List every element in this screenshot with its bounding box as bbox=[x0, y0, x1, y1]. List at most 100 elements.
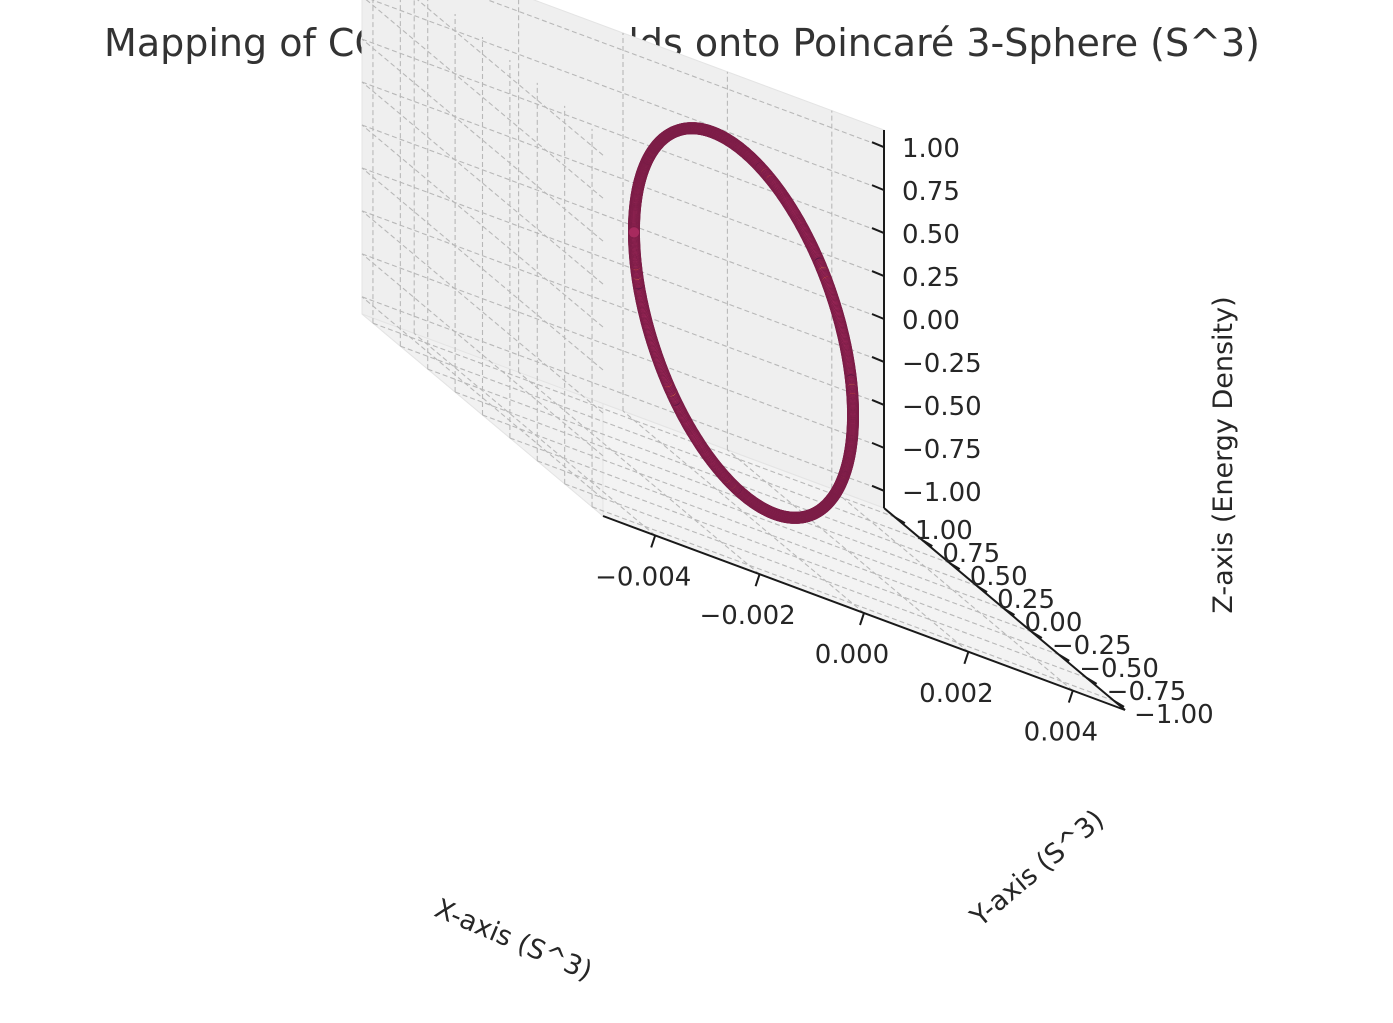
x-tick-mark bbox=[754, 573, 761, 587]
x-tick-mark bbox=[963, 651, 970, 665]
y-tick-label: 0.75 bbox=[942, 539, 1000, 569]
z-tick-label: −0.75 bbox=[902, 435, 982, 465]
z-grid-left bbox=[361, 253, 604, 457]
y-grid-floor bbox=[372, 322, 896, 518]
y-grid-floor bbox=[509, 437, 1033, 633]
z-tick: 0.00 bbox=[871, 306, 960, 336]
y-tick: −1.00 bbox=[1113, 699, 1214, 730]
z-tick-label: −1.00 bbox=[902, 478, 982, 508]
z-tick-label: 0.75 bbox=[902, 177, 960, 207]
x-tick-label: 0.000 bbox=[815, 640, 889, 670]
x-ticks: −0.004 −0.002 0.000 0.002 0.004 bbox=[595, 535, 1098, 748]
z-tick-mark bbox=[871, 356, 885, 363]
y-tick-mark bbox=[1113, 699, 1125, 708]
z-axis-label: Z-axis (Energy Density) bbox=[1208, 296, 1239, 613]
y-tick: 1.00 bbox=[894, 516, 973, 546]
x-axis-label: X-axis (S^3) bbox=[430, 893, 596, 987]
z-grid-left bbox=[417, 0, 604, 156]
x-tick-label: −0.004 bbox=[595, 562, 691, 592]
x-tick: 0.002 bbox=[919, 651, 994, 709]
z-grid-left bbox=[361, 210, 604, 414]
y-tick-mark bbox=[894, 516, 906, 525]
y-tick-mark bbox=[976, 585, 988, 593]
x-tick: 0.004 bbox=[1024, 690, 1098, 748]
y-tick: −0.75 bbox=[1086, 677, 1187, 707]
z-tick-mark bbox=[871, 141, 885, 149]
x-tick: −0.004 bbox=[595, 535, 691, 592]
z-grid-left bbox=[365, 0, 604, 199]
z-tick-mark bbox=[871, 441, 885, 449]
y-grid-floor bbox=[427, 368, 950, 564]
z-grid-back bbox=[370, 0, 885, 191]
z-tick-mark bbox=[871, 484, 885, 492]
grid-lines bbox=[361, 0, 1115, 702]
y-tick-label: 1.00 bbox=[915, 516, 973, 546]
z-grid-left bbox=[361, 167, 604, 371]
z-grid-back bbox=[361, 253, 885, 449]
x-tick-mark bbox=[1067, 690, 1074, 703]
y-grid-floor bbox=[482, 414, 1005, 610]
x-tick-label: −0.002 bbox=[699, 601, 795, 631]
y-tick: 0.25 bbox=[976, 585, 1055, 615]
z-tick-label: 0.50 bbox=[902, 220, 960, 250]
z-tick: −1.00 bbox=[871, 478, 982, 508]
z-tick: −0.50 bbox=[871, 392, 982, 422]
y-tick: 0.75 bbox=[921, 539, 1000, 569]
y-tick-label: 0.50 bbox=[970, 562, 1028, 592]
z-tick: 1.00 bbox=[871, 134, 960, 164]
y-grid-floor bbox=[564, 483, 1087, 679]
z-ticks: −1.00 −0.75 −0.50 −0.25 0.00 0.25 0.50 0.75 1.00 bbox=[871, 134, 982, 508]
x-grid-floor bbox=[622, 410, 865, 614]
z-tick-label: 0.25 bbox=[902, 263, 960, 293]
x-grid-floor bbox=[518, 371, 760, 575]
x-tick-label: 0.002 bbox=[919, 679, 993, 709]
y-ticks: −1.00−0.75−0.50−0.250.000.250.500.751.00 bbox=[894, 516, 1214, 730]
x-grid-floor bbox=[413, 332, 656, 536]
y-tick-mark bbox=[949, 562, 961, 570]
y-tick-mark bbox=[1031, 631, 1043, 639]
data-point bbox=[628, 226, 641, 239]
x-tick-mark bbox=[859, 612, 865, 626]
z-tick-label: 0.00 bbox=[902, 306, 960, 336]
y-tick-label: −1.00 bbox=[1134, 700, 1214, 730]
y-grid-floor bbox=[537, 460, 1060, 656]
z-tick-mark bbox=[871, 398, 885, 406]
x-grid-floor bbox=[831, 488, 1074, 692]
x-grid-floor bbox=[727, 449, 969, 653]
z-tick-label: 1.00 bbox=[902, 134, 960, 164]
z-tick: 0.75 bbox=[871, 177, 960, 207]
z-tick: −0.75 bbox=[871, 435, 982, 465]
z-grid-left bbox=[361, 296, 604, 500]
y-tick-label: −0.50 bbox=[1079, 654, 1159, 684]
y-tick-mark bbox=[1058, 654, 1070, 662]
y-tick-mark bbox=[1003, 608, 1016, 616]
z-tick: 0.25 bbox=[871, 263, 960, 293]
x-tick-label: 0.004 bbox=[1024, 718, 1098, 748]
y-tick: 0.50 bbox=[949, 562, 1028, 592]
z-grid-back bbox=[361, 38, 885, 234]
y-tick-label: −0.75 bbox=[1107, 677, 1187, 707]
z-tick-mark bbox=[871, 227, 885, 235]
z-grid-back bbox=[486, 0, 885, 148]
z-tick-mark bbox=[871, 313, 885, 320]
y-tick-label: −0.25 bbox=[1052, 631, 1132, 661]
z-tick-mark bbox=[871, 270, 885, 277]
y-grid-floor bbox=[400, 345, 923, 541]
y-tick: −0.25 bbox=[1031, 631, 1132, 661]
y-tick-mark bbox=[921, 539, 933, 547]
z-grid-back bbox=[361, 81, 885, 277]
y-tick: 0.00 bbox=[1003, 608, 1083, 638]
y-tick-label: 0.00 bbox=[1025, 608, 1083, 638]
y-tick-label: 0.25 bbox=[997, 585, 1055, 615]
z-grid-back bbox=[361, 167, 885, 363]
x-tick: 0.000 bbox=[815, 612, 889, 670]
y-axis-label: Y-axis (S^3) bbox=[964, 804, 1110, 934]
z-grid-back bbox=[361, 210, 885, 406]
z-tick: −0.25 bbox=[871, 349, 982, 379]
z-tick-mark bbox=[871, 184, 885, 192]
y-grid-floor bbox=[454, 391, 978, 587]
z-tick-label: −0.50 bbox=[902, 392, 982, 422]
z-tick-label: −0.25 bbox=[902, 349, 982, 379]
